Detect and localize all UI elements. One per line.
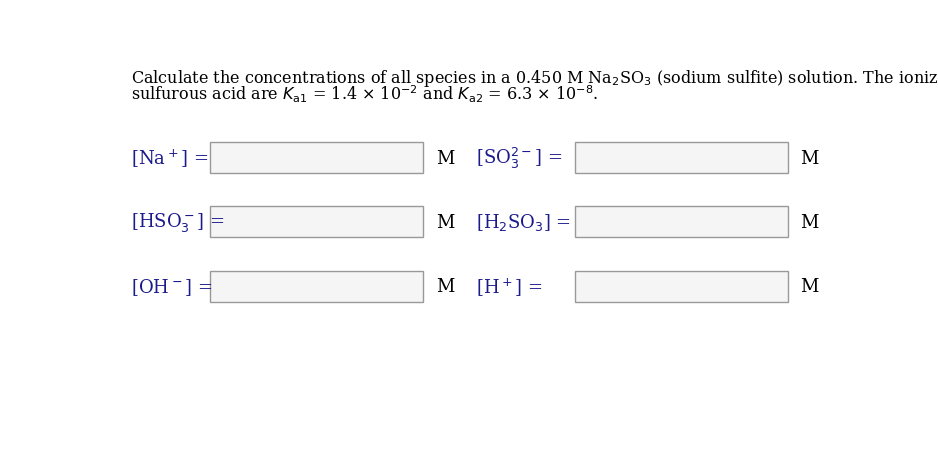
Text: M: M bbox=[436, 149, 454, 168]
FancyBboxPatch shape bbox=[574, 143, 788, 174]
FancyBboxPatch shape bbox=[210, 271, 423, 302]
Text: M: M bbox=[800, 213, 818, 231]
Text: [HSO$_3^-$] =: [HSO$_3^-$] = bbox=[131, 211, 225, 234]
FancyBboxPatch shape bbox=[210, 207, 423, 238]
FancyBboxPatch shape bbox=[574, 207, 788, 238]
Text: [OH$^-$] =: [OH$^-$] = bbox=[131, 277, 213, 298]
Text: M: M bbox=[800, 149, 818, 168]
Text: [H$^+$] =: [H$^+$] = bbox=[477, 276, 543, 298]
Text: M: M bbox=[436, 213, 454, 231]
Text: Calculate the concentrations of all species in a 0.450 M Na$_2$SO$_3$ (sodium su: Calculate the concentrations of all spec… bbox=[131, 68, 938, 89]
Text: [H$_2$SO$_3$] =: [H$_2$SO$_3$] = bbox=[477, 212, 571, 233]
Text: sulfurous acid are $K_{\rm a1}$ = 1.4 $\times$ 10$^{-2}$ and $K_{\rm a2}$ = 6.3 : sulfurous acid are $K_{\rm a1}$ = 1.4 $\… bbox=[131, 83, 598, 105]
Text: M: M bbox=[800, 278, 818, 296]
Text: M: M bbox=[436, 278, 454, 296]
Text: [SO$_3^{2-}$] =: [SO$_3^{2-}$] = bbox=[477, 146, 562, 171]
FancyBboxPatch shape bbox=[210, 143, 423, 174]
Text: [Na$^+$] =: [Na$^+$] = bbox=[131, 148, 209, 169]
FancyBboxPatch shape bbox=[574, 271, 788, 302]
